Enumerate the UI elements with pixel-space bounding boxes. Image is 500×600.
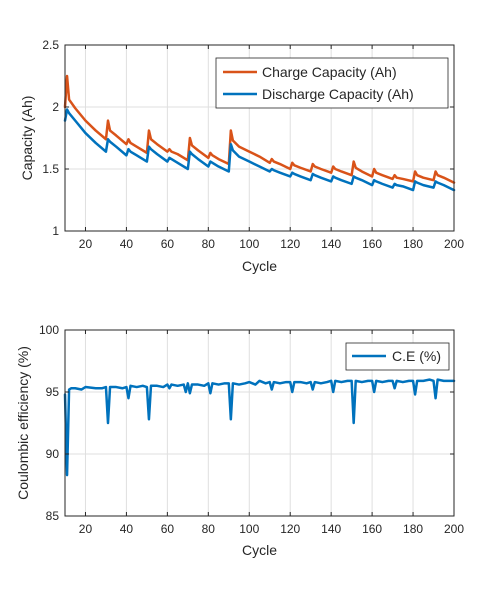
legend-ce-label: C.E (%) [392, 348, 441, 364]
capacity-y-ticks: 1 1.5 2 2.5 [42, 38, 454, 238]
capacity-x-tick-label: 160 [362, 237, 382, 251]
capacity-x-tick-label: 180 [403, 237, 423, 251]
ce-series-line-0 [63, 378, 456, 477]
ce-x-tick-label: 140 [321, 522, 341, 536]
capacity-series-line-0 [63, 74, 456, 184]
capacity-chart: 20 40 60 80 100 120 140 160 180 200 1 1.5 2 2.5 Cycl… [19, 38, 464, 274]
capacity-y-tick-label: 2.5 [42, 38, 59, 52]
ce-axes-box [64, 329, 455, 517]
ce-y-label: Coulombic efficiency (%) [15, 346, 31, 500]
legend-charge-label: Charge Capacity (Ah) [262, 64, 397, 80]
capacity-series-line-1 [63, 108, 456, 192]
capacity-x-tick-label: 120 [280, 237, 300, 251]
capacity-x-tick-label: 200 [444, 237, 464, 251]
capacity-axes-box [64, 44, 455, 232]
ce-x-tick-label: 20 [79, 522, 93, 536]
capacity-y-label: Capacity (Ah) [19, 96, 35, 181]
legend-discharge-label: Discharge Capacity (Ah) [262, 86, 414, 102]
ce-legend: C.E (%) [345, 342, 450, 371]
ce-series [63, 378, 456, 477]
capacity-legend: Charge Capacity (Ah) Discharge Capacity … [215, 57, 449, 109]
ce-x-tick-label: 160 [362, 522, 382, 536]
capacity-y-tick-label: 1 [52, 224, 59, 238]
capacity-y-tick-label: 1.5 [42, 162, 59, 176]
capacity-y-tick-label: 2 [52, 100, 59, 114]
ce-x-tick-label: 100 [239, 522, 259, 536]
ce-x-tick-label: 180 [403, 522, 423, 536]
ce-y-tick-label: 95 [46, 385, 60, 399]
ce-x-label: Cycle [242, 542, 277, 558]
ce-x-tick-label: 120 [280, 522, 300, 536]
capacity-legend-box [215, 57, 449, 109]
ce-x-ticks: 20 40 60 80 100 120 140 160 180 200 [79, 330, 464, 536]
capacity-x-tick-label: 60 [161, 237, 175, 251]
capacity-x-tick-label: 20 [79, 237, 93, 251]
ce-y-ticks: 85 90 95 100 [39, 323, 454, 523]
ce-x-tick-label: 40 [120, 522, 134, 536]
ce-x-tick-label: 60 [161, 522, 175, 536]
capacity-x-tick-label: 140 [321, 237, 341, 251]
ce-x-tick-label: 200 [444, 522, 464, 536]
ce-y-tick-label: 90 [46, 447, 60, 461]
ce-y-tick-label: 100 [39, 323, 59, 337]
coulombic-efficiency-chart: 20 40 60 80 100 120 140 160 180 200 85 90 95 100 Cyc… [15, 323, 464, 558]
capacity-x-label: Cycle [242, 258, 277, 274]
capacity-series [63, 74, 456, 192]
capacity-x-ticks: 20 40 60 80 100 120 140 160 180 200 [79, 45, 464, 251]
ce-y-tick-label: 85 [46, 509, 60, 523]
capacity-x-tick-label: 100 [239, 237, 259, 251]
capacity-x-tick-label: 80 [202, 237, 216, 251]
ce-x-tick-label: 80 [202, 522, 216, 536]
capacity-x-tick-label: 40 [120, 237, 134, 251]
